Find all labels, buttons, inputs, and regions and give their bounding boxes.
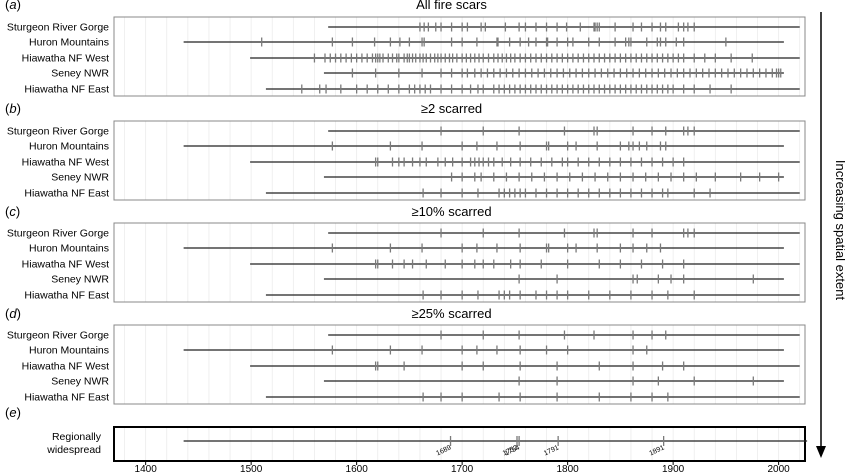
site-label: Hiawatha NF East [24, 188, 109, 200]
extent-label: Increasing spatial extent [833, 160, 845, 301]
spatial-extent-arrow: Increasing spatial extent [816, 12, 845, 458]
panel-letter: (e) [5, 405, 21, 420]
site-label: Sturgeon River Gorge [7, 22, 109, 34]
site-label: Hiawatha NF East [24, 290, 109, 302]
panel-frame [113, 426, 806, 462]
site-label: Hiawatha NF West [22, 53, 109, 65]
extent-arrowhead [816, 446, 826, 458]
x-tick-label: 1900 [662, 464, 685, 475]
panel-frame [113, 222, 806, 303]
row-label: widespread [46, 444, 101, 456]
panel-d: (d) ≥25% scarred Sturgeon River Gorge Huron… [5, 306, 806, 405]
site-label: Huron Mountains [29, 243, 109, 255]
year-label: 1689 [435, 444, 452, 457]
site-label: Huron Mountains [29, 141, 109, 153]
x-axis: 1400 1500 1600 1700 1800 1900 2000 [135, 461, 791, 475]
site-label: Seney NWR [51, 68, 109, 80]
panel-title: ≥2 scarred [421, 101, 482, 116]
site-label: Sturgeon River Gorge [7, 330, 109, 342]
site-label: Hiawatha NF West [22, 157, 109, 169]
site-label: Seney NWR [51, 274, 109, 286]
panel-letter: (c) [5, 204, 20, 219]
panel-letter: (a) [5, 0, 21, 12]
row-label: Regionally [52, 431, 102, 443]
site-label: Hiawatha NF East [24, 84, 109, 96]
site-label: Sturgeon River Gorge [7, 228, 109, 240]
panel-title: ≥25% scarred [411, 306, 491, 321]
site-label: Hiawatha NF East [24, 392, 109, 404]
year-label: 1791 [543, 444, 560, 457]
panel-title: All fire scars [416, 0, 487, 12]
panel-c: (c) ≥10% scarred Sturgeon River Gorge Huron… [5, 204, 806, 303]
site-label: Sturgeon River Gorge [7, 126, 109, 138]
panel-letter: (d) [5, 306, 21, 321]
panels: (a) All fire scars Sturgeon River Gorge Hur… [5, 0, 808, 462]
x-tick-label: 1500 [240, 464, 263, 475]
panel-b: (b) ≥2 scarred Sturgeon River Gorge Huron M… [5, 101, 806, 201]
panel-title: ≥10% scarred [411, 204, 491, 219]
panel-frame [113, 120, 806, 201]
site-label: Seney NWR [51, 172, 109, 184]
panel-frame [113, 16, 806, 97]
year-label: 1891 [648, 444, 665, 457]
x-tick-label: 2000 [768, 464, 791, 475]
site-label: Hiawatha NF West [22, 361, 109, 373]
panel-frame [113, 324, 806, 405]
panel-a: (a) All fire scars Sturgeon River Gorge Hur… [5, 0, 806, 97]
site-label: Hiawatha NF West [22, 259, 109, 271]
x-tick-label: 1600 [346, 464, 369, 475]
x-tick-label: 1400 [135, 464, 158, 475]
x-tick-label: 1800 [557, 464, 580, 475]
site-label: Seney NWR [51, 376, 109, 388]
panel-letter: (b) [5, 101, 21, 116]
year-label: 1754 [504, 444, 521, 457]
site-label: Huron Mountains [29, 345, 109, 357]
site-label: Huron Mountains [29, 37, 109, 49]
x-tick-label: 1700 [451, 464, 474, 475]
